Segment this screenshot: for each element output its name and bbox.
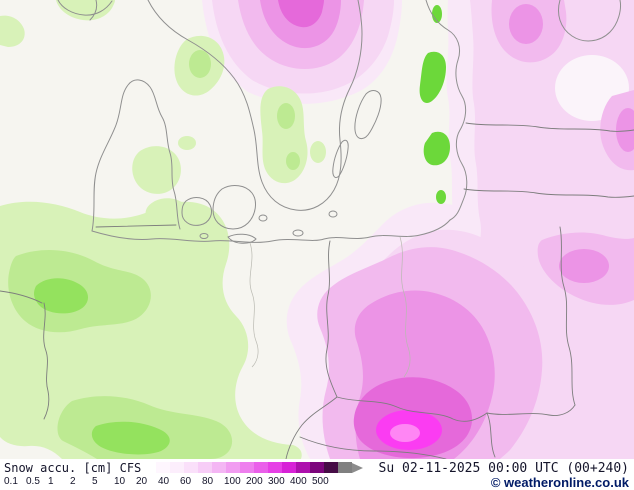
snow-green-regions	[0, 0, 450, 459]
legend-color-cell	[198, 462, 212, 473]
country-borders	[0, 122, 634, 459]
parameter-name: Snow accu. [cm]	[4, 461, 113, 475]
legend-footer: Snow accu. [cm] CFS Su 02-11-2025 00:00 …	[0, 459, 634, 490]
legend-color-cell	[170, 462, 184, 473]
map-area	[0, 0, 634, 459]
weather-map-svg	[0, 0, 634, 459]
legend-color-cell	[226, 462, 240, 473]
parameter-label: Snow accu. [cm] CFS	[4, 461, 141, 475]
legend-tick-label: 40	[158, 476, 170, 487]
legend-arrow	[352, 462, 363, 473]
legend-tick-label: 5	[92, 476, 98, 487]
legend-tick-label: 0.5	[26, 476, 40, 487]
legend-tick-label: 80	[202, 476, 214, 487]
legend-color-cell	[296, 462, 310, 473]
legend-color-cell	[282, 462, 296, 473]
legend-tick-label: 20	[136, 476, 148, 487]
legend-tick-label: 400	[290, 476, 307, 487]
legend-tick-label: 2	[70, 476, 76, 487]
rivers	[249, 236, 411, 378]
legend-tick-label: 60	[180, 476, 192, 487]
legend-tick-label: 500	[312, 476, 329, 487]
legend-color-cell	[142, 462, 156, 473]
legend-color-cell	[184, 462, 198, 473]
legend-color-cell	[268, 462, 282, 473]
copyright-label: © weatheronline.co.uk	[490, 475, 629, 490]
legend-color-cell	[212, 462, 226, 473]
model-name: CFS	[119, 461, 142, 475]
legend-tick-labels: 0.1 0.5 1 2 5 10 20 40 60 80 100 200 300 400 500	[4, 476, 334, 487]
legend-tick-label: 200	[246, 476, 263, 487]
legend-color-cell	[156, 462, 170, 473]
legend-color-cell	[254, 462, 268, 473]
legend-color-cell	[324, 462, 338, 473]
snow-pink-regions	[202, 0, 634, 459]
coastlines	[57, 0, 621, 244]
legend-color-cell	[310, 462, 324, 473]
legend-tick-label: 1	[48, 476, 54, 487]
legend-tick-label: 0.1	[4, 476, 18, 487]
legend-color-cell	[240, 462, 254, 473]
legend-tick-label: 300	[268, 476, 285, 487]
legend-tick-label: 10	[114, 476, 126, 487]
legend-tick-label: 100	[224, 476, 241, 487]
datetime-label: Su 02-11-2025 00:00 UTC (00+240)	[378, 461, 629, 476]
legend-color-cell	[338, 462, 352, 473]
legend-color-bar	[142, 462, 363, 473]
